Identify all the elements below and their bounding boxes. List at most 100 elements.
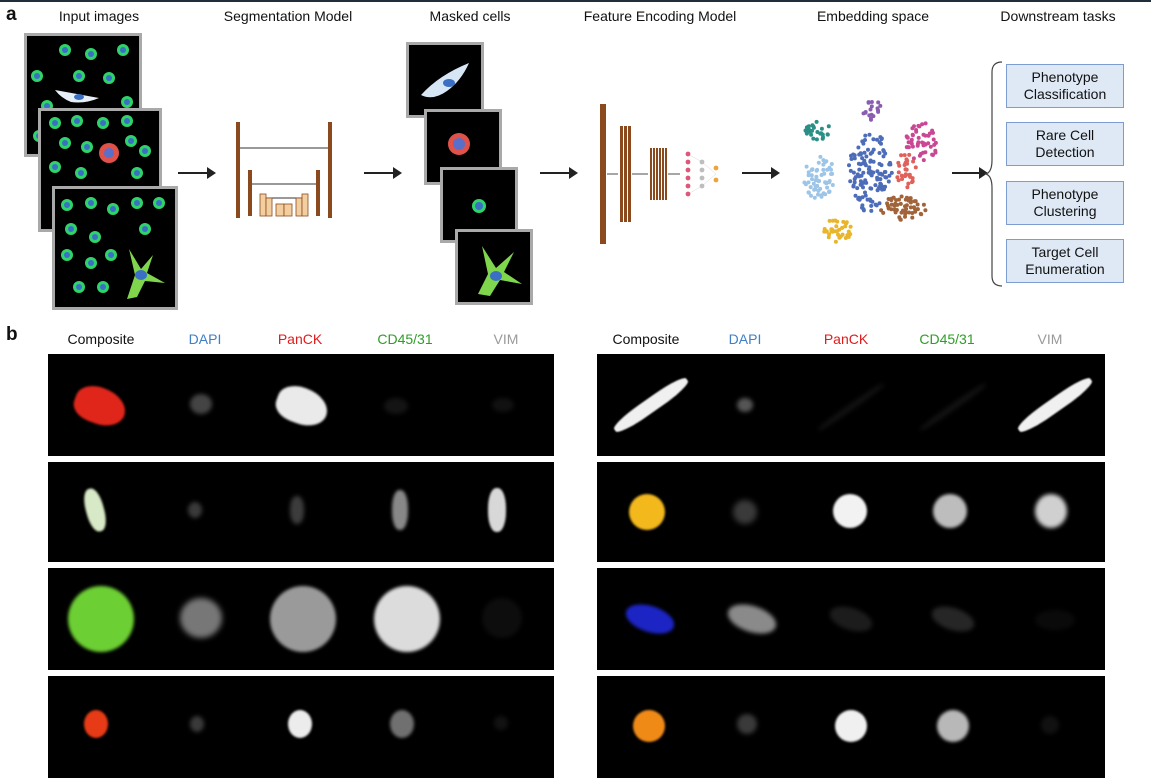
embedding-point: [836, 232, 840, 237]
input-image-3: [52, 186, 178, 310]
left-label-cd45-31: CD45/31: [377, 331, 433, 347]
embedding-point: [853, 175, 858, 180]
cell-composite: [622, 598, 678, 640]
embedding-point: [909, 139, 914, 144]
embedding-point: [851, 152, 856, 157]
right-label-cd45-31: CD45/31: [919, 331, 975, 347]
embedding-point: [840, 225, 845, 230]
embedding-point: [869, 100, 874, 104]
embedding-point: [867, 132, 872, 137]
embedding-point: [816, 192, 820, 197]
embedding-point: [868, 158, 873, 163]
cell-composite: [633, 710, 665, 742]
embedding-point: [875, 169, 880, 174]
embedding-point: [923, 150, 928, 155]
embedding-point: [904, 145, 909, 150]
embedding-point: [810, 177, 814, 182]
right-row-1: [597, 354, 1105, 456]
embedding-point: [868, 197, 873, 202]
embedding-point: [921, 158, 926, 163]
embedding-point: [915, 207, 920, 212]
task-rare-cell-detection: Rare Cell Detection: [1006, 122, 1124, 166]
embedding-point: [879, 208, 884, 213]
embedding-point: [848, 168, 853, 173]
embedding-point: [882, 170, 887, 174]
embedding-point: [917, 124, 922, 129]
embedding-point: [913, 209, 918, 214]
embedding-point: [876, 100, 881, 105]
embedding-point: [873, 183, 878, 188]
cell-dapi: [733, 500, 757, 524]
embedding-point: [811, 181, 816, 186]
cell-composite: [84, 710, 108, 738]
embedding-point: [803, 182, 808, 187]
embedding-point: [894, 198, 899, 203]
embedding-point: [814, 137, 819, 142]
embedding-point: [893, 210, 898, 215]
embedding-point: [931, 153, 935, 157]
embedding-point: [876, 108, 880, 113]
embedding-point: [901, 208, 905, 213]
right-label-vim: VIM: [1037, 331, 1063, 347]
embedding-point: [919, 212, 924, 217]
embedding-point: [875, 175, 880, 180]
embedding-point: [920, 140, 925, 145]
embedding-point: [921, 202, 926, 207]
left-label-panck: PanCK: [277, 331, 323, 347]
embedding-point: [877, 201, 882, 206]
embedding-point: [848, 224, 853, 229]
left-label-vim: VIM: [493, 331, 519, 347]
cell-vim: [1014, 374, 1096, 436]
cell-vim: [488, 488, 506, 532]
embedding-point: [826, 235, 831, 240]
embedding-point: [930, 128, 935, 133]
embedding-point: [806, 170, 811, 175]
cell-panck: [288, 710, 312, 738]
embedding-point: [853, 193, 858, 198]
embedding-point: [911, 159, 916, 164]
embedding-point: [822, 160, 827, 165]
embedding-point: [881, 148, 886, 153]
embedding-point: [927, 131, 932, 136]
embedding-point: [816, 160, 821, 165]
embedding-point: [827, 189, 832, 194]
embedding-point: [863, 190, 867, 195]
embedding-point: [915, 202, 920, 207]
embedding-point: [889, 207, 894, 212]
embedding-point: [863, 110, 868, 114]
embedding-point: [899, 173, 904, 178]
embedding-point: [851, 184, 856, 189]
cell-composite: [629, 494, 665, 530]
embedding-point: [813, 178, 818, 183]
embedding-point: [823, 192, 828, 197]
cell-panck: [835, 710, 867, 742]
cell-cd45-31: [928, 601, 978, 637]
embedding-point: [932, 142, 937, 147]
right-row-3: [597, 568, 1105, 670]
cell-panck: [816, 381, 886, 433]
embedding-point: [868, 186, 873, 191]
embedding-point: [819, 193, 824, 198]
embedding-point: [889, 170, 894, 175]
cell-composite: [80, 486, 110, 534]
embedding-point: [829, 167, 833, 172]
embedding-point: [809, 132, 814, 137]
embedding-point: [866, 147, 870, 152]
cell-panck: [290, 496, 304, 524]
embedding-point: [907, 173, 912, 178]
embedding-point: [861, 185, 865, 190]
cell-vim: [482, 598, 522, 638]
embedding-point: [818, 186, 823, 191]
embedding-point: [826, 124, 831, 129]
embedding-point: [910, 144, 915, 149]
embedding-point: [898, 201, 903, 206]
embedding-point: [910, 126, 915, 131]
embedding-point: [869, 208, 874, 213]
task-phenotype-clustering: Phenotype Clustering: [1006, 181, 1124, 225]
embedding-point: [813, 187, 818, 191]
embedding-point: [923, 208, 928, 213]
embedding-point: [837, 235, 842, 240]
embedding-point: [825, 132, 830, 137]
embedding-point: [914, 129, 919, 134]
embedding-point: [911, 156, 916, 161]
